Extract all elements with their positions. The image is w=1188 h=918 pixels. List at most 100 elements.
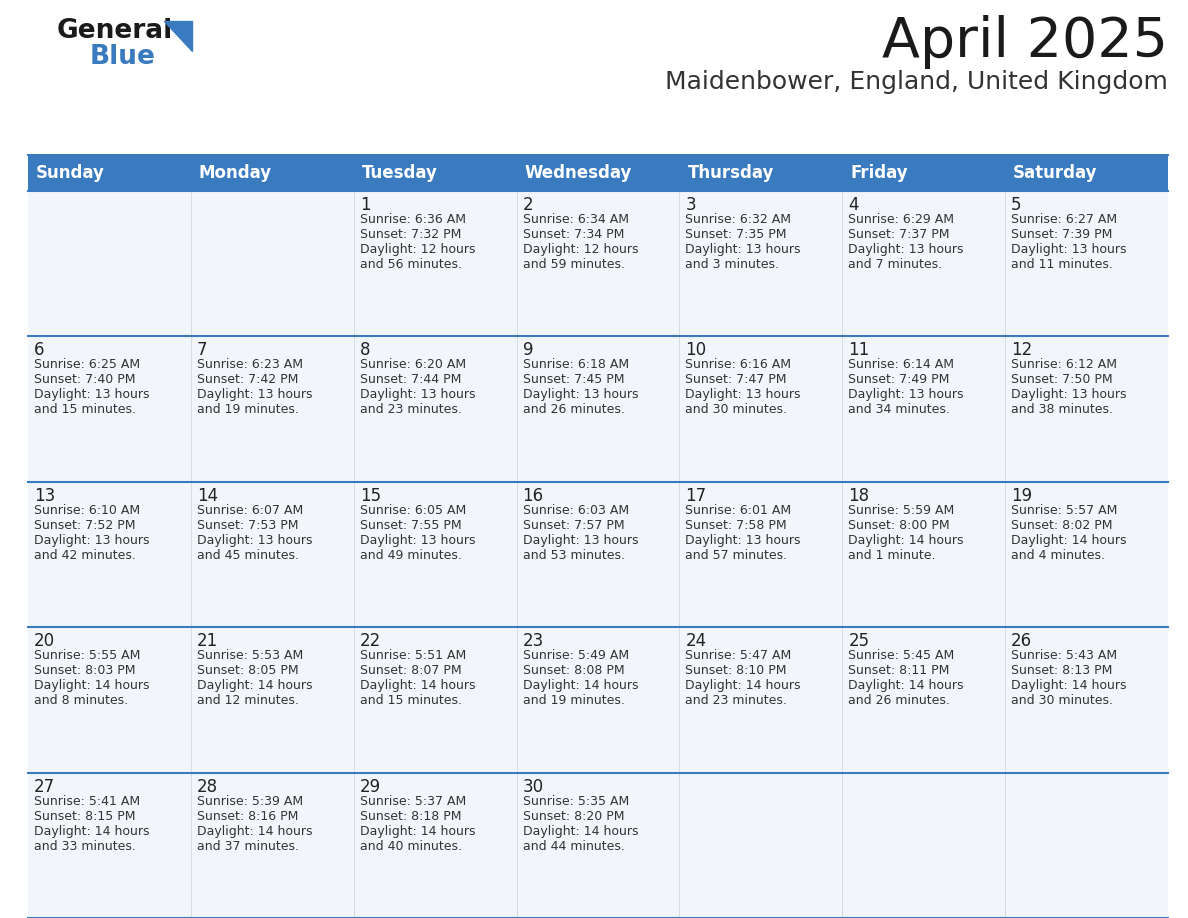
Text: Sunrise: 5:47 AM: Sunrise: 5:47 AM [685, 649, 791, 662]
Bar [191, 336, 354, 482]
Text: Daylight: 14 hours: Daylight: 14 hours [848, 533, 963, 547]
Text: Sunset: 7:40 PM: Sunset: 7:40 PM [34, 374, 135, 386]
Text: Sunrise: 6:05 AM: Sunrise: 6:05 AM [360, 504, 466, 517]
Text: 24: 24 [685, 633, 707, 650]
Text: Sunset: 7:39 PM: Sunset: 7:39 PM [1011, 228, 1112, 241]
Text: Sunset: 8:00 PM: Sunset: 8:00 PM [848, 519, 950, 532]
Text: Sunset: 7:47 PM: Sunset: 7:47 PM [685, 374, 786, 386]
Text: Daylight: 13 hours: Daylight: 13 hours [848, 243, 963, 256]
Text: Sunset: 7:45 PM: Sunset: 7:45 PM [523, 374, 624, 386]
Text: Sunrise: 6:18 AM: Sunrise: 6:18 AM [523, 358, 628, 372]
Text: Tuesday: Tuesday [361, 164, 437, 182]
Text: Sunrise: 6:12 AM: Sunrise: 6:12 AM [1011, 358, 1117, 372]
Text: and 53 minutes.: and 53 minutes. [523, 549, 625, 562]
Text: and 7 minutes.: and 7 minutes. [848, 258, 942, 271]
Text: 27: 27 [34, 778, 55, 796]
Bar [1005, 773, 1168, 918]
Text: 25: 25 [848, 633, 870, 650]
Text: Sunset: 8:15 PM: Sunset: 8:15 PM [34, 810, 135, 823]
Text: Daylight: 13 hours: Daylight: 13 hours [34, 388, 150, 401]
Text: Daylight: 14 hours: Daylight: 14 hours [34, 824, 150, 837]
Text: Sunset: 8:07 PM: Sunset: 8:07 PM [360, 665, 461, 677]
Text: 30: 30 [523, 778, 544, 796]
Text: Sunset: 8:20 PM: Sunset: 8:20 PM [523, 810, 624, 823]
Text: and 49 minutes.: and 49 minutes. [360, 549, 462, 562]
Text: and 33 minutes.: and 33 minutes. [34, 840, 135, 853]
Text: Daylight: 12 hours: Daylight: 12 hours [523, 243, 638, 256]
Text: 10: 10 [685, 341, 707, 360]
Text: and 15 minutes.: and 15 minutes. [360, 694, 462, 707]
Text: 14: 14 [197, 487, 217, 505]
Text: and 56 minutes.: and 56 minutes. [360, 258, 462, 271]
Bar [29, 482, 191, 627]
Bar [680, 627, 842, 773]
Text: Sunset: 7:55 PM: Sunset: 7:55 PM [360, 519, 461, 532]
Text: Daylight: 14 hours: Daylight: 14 hours [197, 679, 312, 692]
Bar [1005, 155, 1168, 191]
Bar [29, 336, 191, 482]
Text: Sunset: 8:02 PM: Sunset: 8:02 PM [1011, 519, 1113, 532]
Bar [842, 482, 1005, 627]
Text: Sunrise: 5:39 AM: Sunrise: 5:39 AM [197, 795, 303, 808]
Bar [517, 155, 680, 191]
Text: Sunrise: 6:01 AM: Sunrise: 6:01 AM [685, 504, 791, 517]
Text: Sunrise: 6:23 AM: Sunrise: 6:23 AM [197, 358, 303, 372]
Text: Daylight: 13 hours: Daylight: 13 hours [523, 388, 638, 401]
Text: Sunset: 7:32 PM: Sunset: 7:32 PM [360, 228, 461, 241]
Text: Sunrise: 6:34 AM: Sunrise: 6:34 AM [523, 213, 628, 226]
Bar [1005, 191, 1168, 336]
Text: Daylight: 13 hours: Daylight: 13 hours [685, 243, 801, 256]
Text: Sunset: 8:08 PM: Sunset: 8:08 PM [523, 665, 624, 677]
Bar [842, 336, 1005, 482]
Text: 13: 13 [34, 487, 56, 505]
Text: 9: 9 [523, 341, 533, 360]
Text: Daylight: 13 hours: Daylight: 13 hours [360, 388, 475, 401]
Text: Sunrise: 5:49 AM: Sunrise: 5:49 AM [523, 649, 628, 662]
Bar [191, 191, 354, 336]
Bar [354, 773, 517, 918]
Text: Sunset: 8:18 PM: Sunset: 8:18 PM [360, 810, 461, 823]
Text: and 40 minutes.: and 40 minutes. [360, 840, 462, 853]
Polygon shape [164, 21, 192, 51]
Text: Sunset: 7:35 PM: Sunset: 7:35 PM [685, 228, 786, 241]
Text: 28: 28 [197, 778, 217, 796]
Text: and 11 minutes.: and 11 minutes. [1011, 258, 1113, 271]
Bar [1005, 627, 1168, 773]
Text: and 3 minutes.: and 3 minutes. [685, 258, 779, 271]
Text: Daylight: 14 hours: Daylight: 14 hours [197, 824, 312, 837]
Text: and 19 minutes.: and 19 minutes. [523, 694, 625, 707]
Bar [354, 336, 517, 482]
Text: Blue: Blue [90, 44, 156, 70]
Text: Sunday: Sunday [36, 164, 105, 182]
Text: and 34 minutes.: and 34 minutes. [848, 403, 950, 417]
Text: Daylight: 14 hours: Daylight: 14 hours [34, 679, 150, 692]
Text: 12: 12 [1011, 341, 1032, 360]
Text: Sunrise: 6:32 AM: Sunrise: 6:32 AM [685, 213, 791, 226]
Text: Daylight: 13 hours: Daylight: 13 hours [523, 533, 638, 547]
Text: Daylight: 13 hours: Daylight: 13 hours [197, 533, 312, 547]
Text: April 2025: April 2025 [881, 15, 1168, 69]
Text: Daylight: 13 hours: Daylight: 13 hours [1011, 388, 1126, 401]
Text: 5: 5 [1011, 196, 1022, 214]
Text: Sunset: 7:42 PM: Sunset: 7:42 PM [197, 374, 298, 386]
Bar [842, 773, 1005, 918]
Text: 4: 4 [848, 196, 859, 214]
Text: Sunrise: 5:41 AM: Sunrise: 5:41 AM [34, 795, 140, 808]
Bar [29, 155, 191, 191]
Text: Daylight: 14 hours: Daylight: 14 hours [1011, 533, 1126, 547]
Text: Daylight: 14 hours: Daylight: 14 hours [848, 679, 963, 692]
Text: Sunset: 8:10 PM: Sunset: 8:10 PM [685, 665, 786, 677]
Bar [517, 336, 680, 482]
Text: Sunrise: 6:27 AM: Sunrise: 6:27 AM [1011, 213, 1117, 226]
Text: Sunrise: 6:14 AM: Sunrise: 6:14 AM [848, 358, 954, 372]
Text: Thursday: Thursday [688, 164, 773, 182]
Bar [191, 627, 354, 773]
Bar [842, 627, 1005, 773]
Text: Sunset: 7:53 PM: Sunset: 7:53 PM [197, 519, 298, 532]
Text: Daylight: 13 hours: Daylight: 13 hours [197, 388, 312, 401]
Text: 3: 3 [685, 196, 696, 214]
Text: Daylight: 13 hours: Daylight: 13 hours [360, 533, 475, 547]
Text: 6: 6 [34, 341, 44, 360]
Text: Maidenbower, England, United Kingdom: Maidenbower, England, United Kingdom [665, 70, 1168, 94]
Text: and 4 minutes.: and 4 minutes. [1011, 549, 1105, 562]
